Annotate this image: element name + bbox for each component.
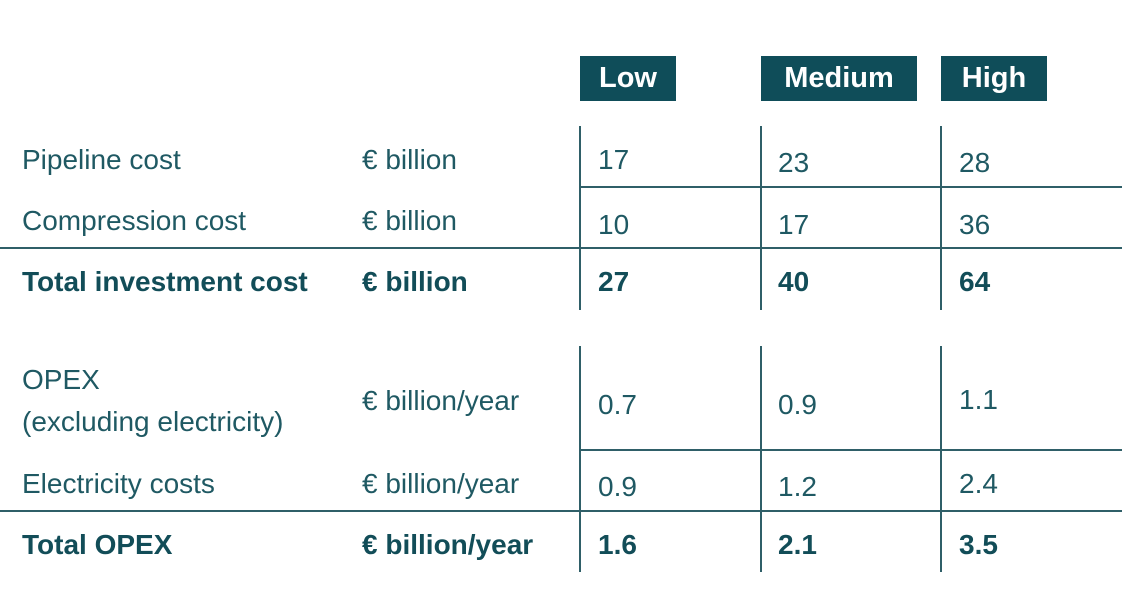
total-unit: € billion/year [362,529,534,560]
row-divider-4 [0,510,1122,512]
total-high: 64 [959,266,991,297]
row-unit: € billion/year [362,468,520,499]
divider-low-1 [579,126,581,310]
divider-medium-1 [760,126,762,310]
cell-medium: 17 [778,209,810,240]
divider-medium-2 [760,346,762,572]
cell-low: 0.9 [598,471,637,502]
row-unit: € billion [362,144,457,175]
header-medium-label: Medium [784,62,894,94]
total-unit: € billion [362,266,468,297]
row-divider-1 [580,186,1122,188]
row-divider-2 [0,247,1122,249]
row-label: Pipeline cost [22,144,181,175]
row-label-line1: OPEX [22,364,100,395]
cell-low: 0.7 [598,389,637,420]
header-medium: Medium [761,56,917,101]
cell-medium: 0.9 [778,389,817,420]
row-unit: € billion/year [362,385,520,416]
total-medium: 40 [778,266,810,297]
cell-medium: 1.2 [778,471,817,502]
row-divider-3 [580,449,1122,451]
header-low-label: Low [599,62,657,94]
total-label: Total OPEX [22,529,173,560]
cell-high: 28 [959,147,991,178]
header-high: High [941,56,1047,101]
cell-high: 2.4 [959,468,998,499]
cell-low: 17 [598,144,630,175]
row-label: Compression cost [22,205,247,236]
header-low: Low [580,56,676,101]
total-high: 3.5 [959,529,998,560]
cell-medium: 23 [778,147,810,178]
row-label-line2: (excluding electricity) [22,406,284,437]
divider-high-2 [940,346,942,572]
row-label: Electricity costs [22,468,215,499]
divider-high-1 [940,126,942,310]
divider-low-2 [579,346,581,572]
cell-high: 36 [959,209,991,240]
total-label: Total investment cost [22,266,308,297]
cell-low: 10 [598,209,630,240]
total-low: 27 [598,266,630,297]
total-medium: 2.1 [778,529,817,560]
cell-high: 1.1 [959,384,998,415]
row-unit: € billion [362,205,457,236]
total-low: 1.6 [598,529,637,560]
header-high-label: High [961,62,1027,94]
